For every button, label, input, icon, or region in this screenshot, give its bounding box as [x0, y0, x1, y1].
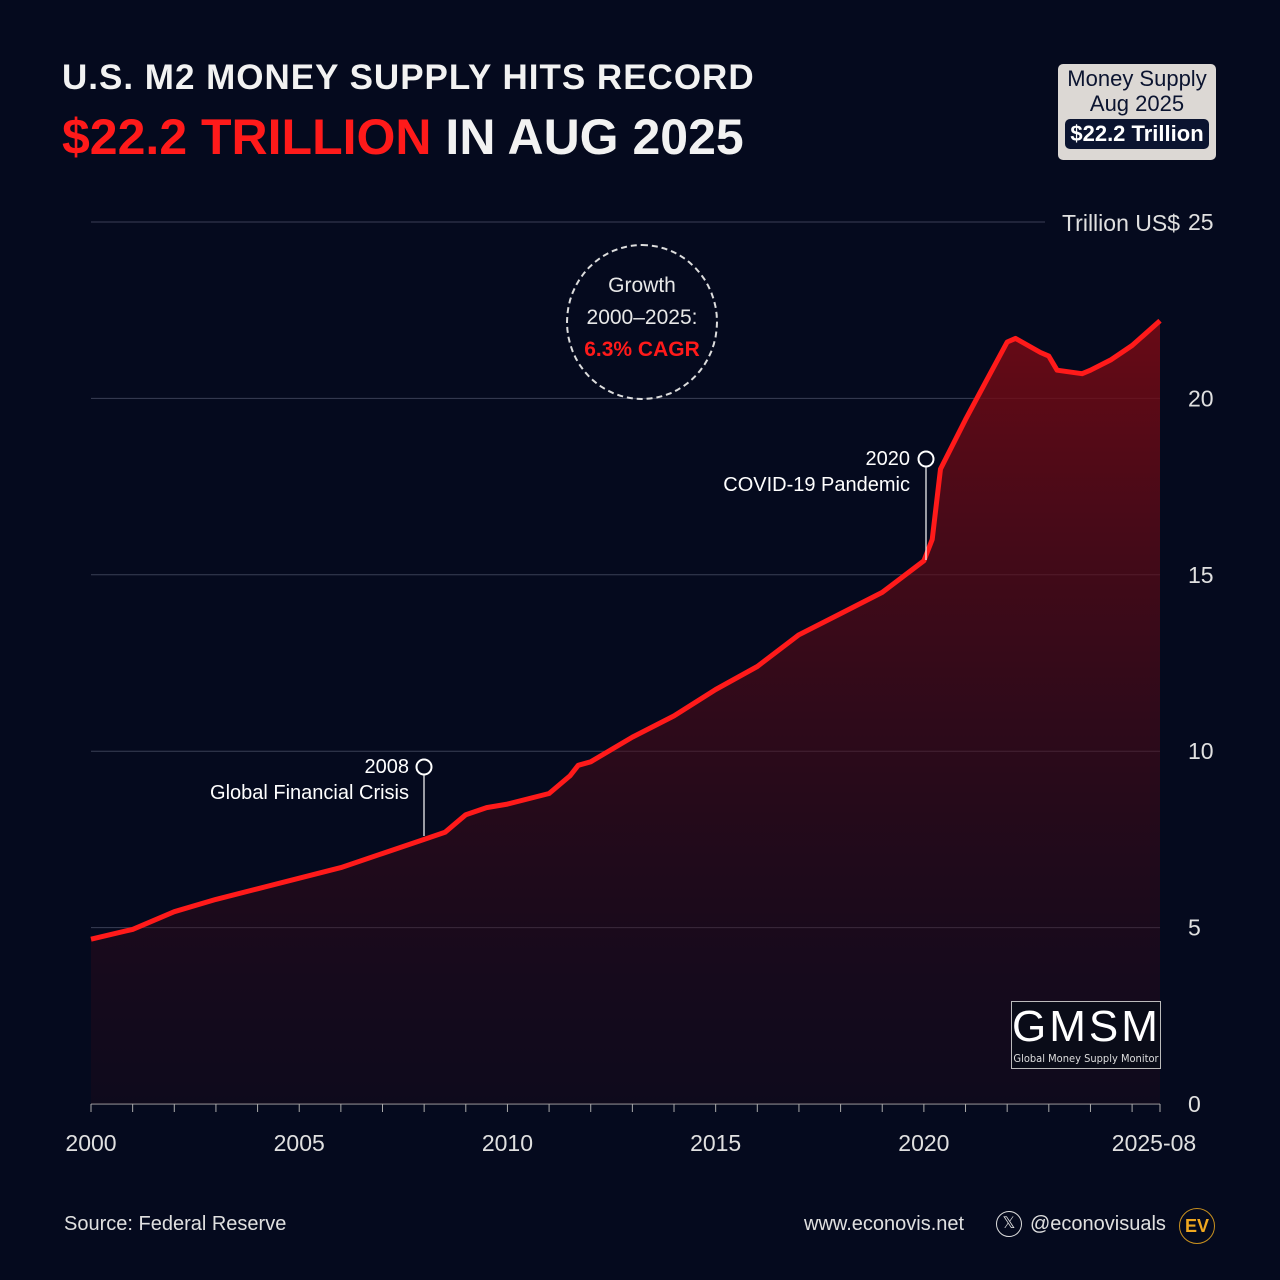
annotation-marker-2008: [415, 758, 433, 776]
title-line-2: $22.2 TRILLION IN AUG 2025: [62, 108, 744, 166]
y-tick-label: 10: [1188, 738, 1214, 764]
annotation-2020: 2020 COVID-19 Pandemic: [700, 446, 910, 498]
logo-subtitle: Global Money Supply Monitor: [1013, 1052, 1159, 1065]
area-fill: [91, 320, 1160, 1104]
growth-cagr: 6.3% CAGR: [584, 338, 700, 361]
website-link[interactable]: www.econovis.net: [804, 1213, 965, 1235]
badge-label: Money Supply: [1067, 66, 1207, 91]
x-tick-label: 2020: [898, 1130, 949, 1156]
y-tick-label: 15: [1188, 562, 1214, 588]
annotation-2008: 2008 Global Financial Crisis: [200, 754, 409, 806]
title-date: IN AUG 2025: [431, 109, 744, 165]
annotation-text: Global Financial Crisis: [210, 782, 409, 804]
badge-value: $22.2 Trillion: [1065, 119, 1209, 149]
social-handle[interactable]: @econovisuals: [1030, 1213, 1166, 1235]
annotation-marker-2020: [917, 450, 935, 468]
x-tick-label: 2010: [482, 1130, 533, 1156]
y-tick-label: 25: [1188, 209, 1214, 235]
gmsm-logo: GMSM Global Money Supply Monitor: [1011, 1001, 1161, 1069]
logo-text: GMSM: [1012, 1002, 1161, 1051]
y-tick-label: 0: [1188, 1091, 1201, 1117]
source-text: Source: Federal Reserve: [64, 1213, 287, 1235]
y-axis-unit-label: Trillion US$: [1062, 210, 1180, 236]
growth-label: Growth: [608, 274, 676, 297]
x-tick-label: 2000: [65, 1130, 116, 1156]
badge-date: Aug 2025: [1089, 91, 1185, 116]
title-value: $22.2 TRILLION: [62, 109, 432, 165]
x-tick-label: 2025-08: [1112, 1130, 1196, 1156]
y-tick-label: 5: [1188, 915, 1201, 941]
annotation-year: 2008: [364, 756, 410, 778]
x-logo-icon: 𝕏: [996, 1211, 1022, 1237]
summary-badge: Money Supply Aug 2025 $22.2 Trillion: [1058, 64, 1216, 160]
growth-callout: Growth 2000–2025: 6.3% CAGR: [566, 244, 718, 400]
annotation-year: 2020: [865, 448, 911, 470]
ev-logo-icon: EV: [1179, 1208, 1215, 1244]
title-line-1: U.S. M2 MONEY SUPPLY HITS RECORD: [62, 58, 755, 97]
growth-period: 2000–2025:: [586, 306, 698, 329]
annotation-text: COVID-19 Pandemic: [723, 474, 910, 496]
x-tick-label: 2015: [690, 1130, 741, 1156]
y-tick-label: 20: [1188, 385, 1214, 411]
x-tick-label: 2005: [274, 1130, 325, 1156]
